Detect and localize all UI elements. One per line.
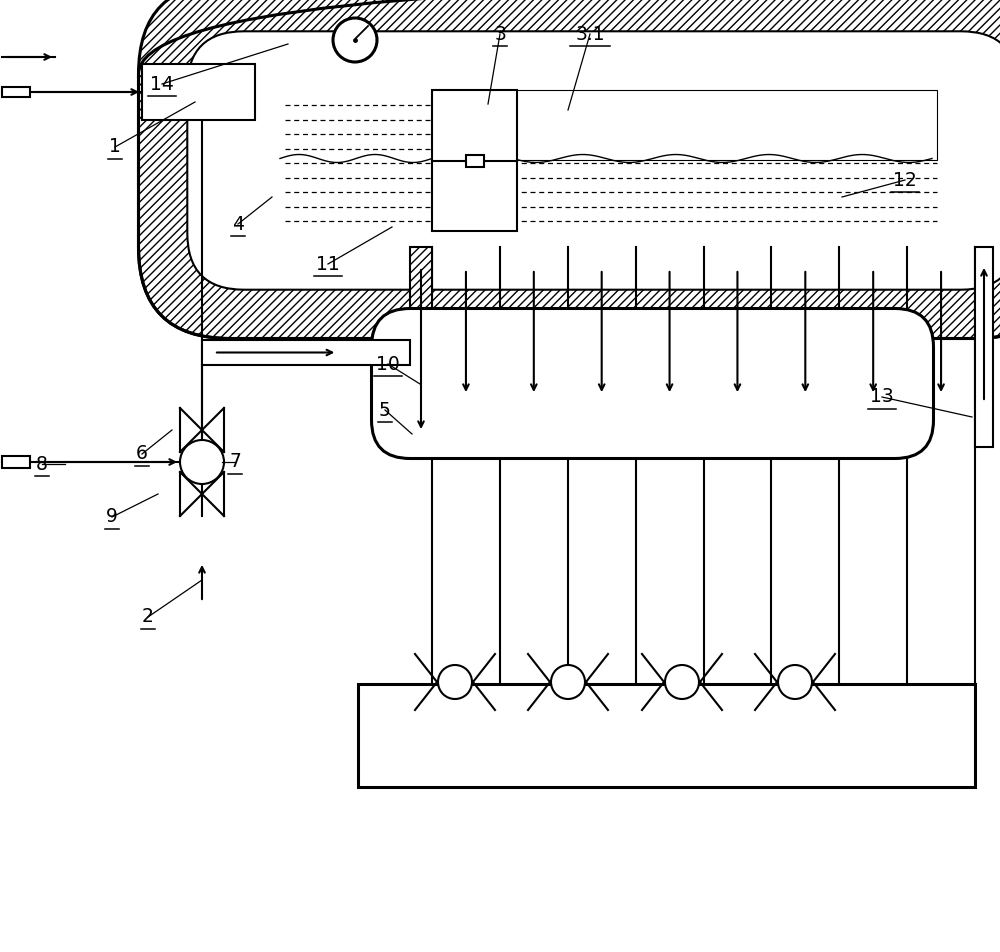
Circle shape bbox=[333, 18, 377, 62]
Circle shape bbox=[438, 665, 472, 699]
Text: 1: 1 bbox=[109, 137, 121, 156]
Bar bbox=[358, 684, 975, 787]
Text: 7: 7 bbox=[229, 452, 241, 471]
Text: 6: 6 bbox=[136, 445, 148, 464]
Text: 3.1: 3.1 bbox=[575, 25, 605, 44]
Text: 5: 5 bbox=[379, 401, 391, 420]
Text: 2: 2 bbox=[142, 607, 154, 626]
Bar bbox=[432, 90, 517, 231]
Circle shape bbox=[665, 665, 699, 699]
Bar bbox=[466, 154, 484, 167]
Bar bbox=[975, 247, 993, 447]
Text: 14: 14 bbox=[150, 74, 174, 93]
Circle shape bbox=[180, 440, 224, 484]
Circle shape bbox=[551, 665, 585, 699]
Text: 9: 9 bbox=[106, 507, 118, 526]
FancyBboxPatch shape bbox=[187, 31, 1000, 289]
Bar bbox=[142, 64, 255, 120]
Text: 13: 13 bbox=[870, 387, 894, 407]
Bar bbox=[410, 247, 432, 447]
Text: 11: 11 bbox=[316, 254, 340, 273]
Bar bbox=[517, 90, 937, 160]
Text: 4: 4 bbox=[232, 214, 244, 233]
Circle shape bbox=[778, 665, 812, 699]
Bar bbox=[2, 87, 30, 97]
FancyBboxPatch shape bbox=[372, 308, 933, 459]
Text: 10: 10 bbox=[376, 354, 400, 373]
Text: 3: 3 bbox=[494, 25, 506, 44]
Text: 12: 12 bbox=[893, 170, 917, 189]
Bar bbox=[202, 340, 410, 365]
Text: 8: 8 bbox=[36, 454, 48, 473]
Bar bbox=[2, 456, 30, 467]
